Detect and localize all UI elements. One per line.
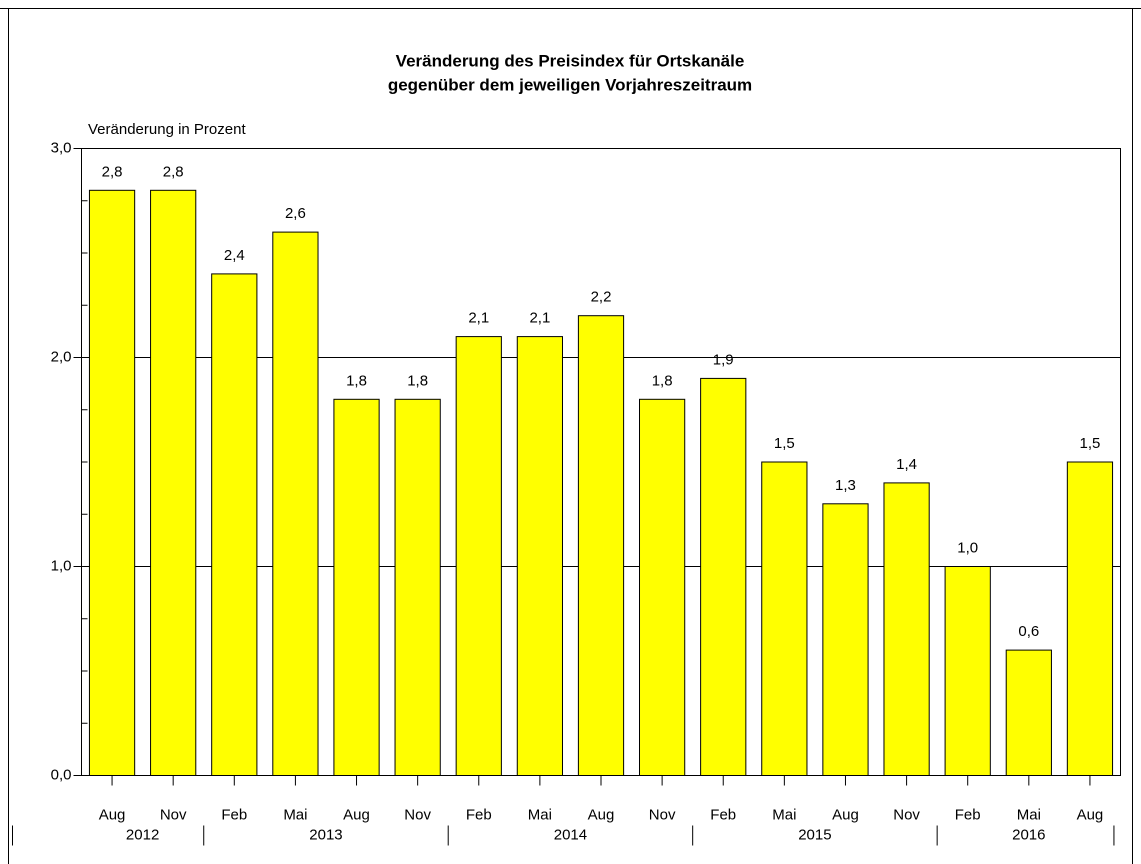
- value-label: 0,6: [1018, 623, 1039, 640]
- bar: [150, 189, 197, 777]
- x-tick-label: Mai: [772, 806, 796, 823]
- x-tick-label: Feb: [466, 806, 492, 823]
- value-label: 1,9: [713, 351, 734, 368]
- x-tick-label: Nov: [160, 806, 187, 823]
- bar: [88, 189, 136, 777]
- x-tick-label: Aug: [588, 806, 615, 823]
- value-label: 1,8: [407, 372, 428, 389]
- x-tick-label: Feb: [221, 806, 247, 823]
- year-label: 2015: [798, 826, 831, 843]
- chart-subtitle: gegenüber dem jeweiligen Vorjahreszeitra…: [388, 75, 752, 94]
- plot-frame: [81, 148, 1121, 776]
- bar: [211, 273, 258, 776]
- frame: [0, 8, 1141, 864]
- x-tick-label: Nov: [404, 806, 431, 823]
- bar: [700, 377, 747, 776]
- value-label: 2,8: [163, 163, 184, 180]
- value-label: 2,4: [224, 247, 245, 264]
- value-label: 1,5: [1080, 435, 1101, 452]
- bar: [1066, 461, 1114, 776]
- bar: [577, 315, 625, 776]
- value-label: 1,4: [896, 456, 917, 473]
- y-tick-label: 1,0: [51, 557, 72, 574]
- x-tick-label: Mai: [283, 806, 307, 823]
- value-label: 1,8: [652, 372, 673, 389]
- x-tick-label: Aug: [343, 806, 370, 823]
- bar: [516, 336, 563, 776]
- x-tick-label: Mai: [1017, 806, 1041, 823]
- y-tick-label: 2,0: [51, 348, 72, 365]
- value-label: 2,1: [529, 310, 550, 327]
- x-tick-label: Aug: [99, 806, 126, 823]
- chart-title: Veränderung des Preisindex für Ortskanäl…: [396, 51, 745, 70]
- bar: [822, 503, 869, 776]
- x-tick-label: Feb: [710, 806, 736, 823]
- bar: [333, 398, 380, 776]
- year-label: 2012: [126, 826, 159, 843]
- x-tick-label: Nov: [649, 806, 676, 823]
- year-label: 2014: [554, 826, 587, 843]
- x-tick-label: Aug: [832, 806, 859, 823]
- year-label: 2013: [309, 826, 342, 843]
- value-label: 2,6: [285, 205, 306, 222]
- bar: [272, 231, 319, 777]
- bar: [761, 461, 808, 776]
- value-label: 2,8: [102, 163, 123, 180]
- year-label: 2016: [1012, 826, 1045, 843]
- value-label: 1,5: [774, 435, 795, 452]
- y-tick-label: 0,0: [51, 766, 72, 783]
- value-label: 2,1: [468, 310, 489, 327]
- bar: [1005, 649, 1052, 776]
- x-tick-label: Feb: [955, 806, 981, 823]
- x-tick-label: Mai: [528, 806, 552, 823]
- bar: [639, 398, 686, 776]
- bar: [944, 566, 991, 776]
- bar: [455, 336, 502, 776]
- bar: [394, 398, 441, 776]
- y-tick-label: 3,0: [51, 139, 72, 156]
- value-label: 1,3: [835, 477, 856, 494]
- value-label: 1,8: [346, 372, 367, 389]
- x-tick-label: Aug: [1077, 806, 1104, 823]
- x-tick-label: Nov: [893, 806, 920, 823]
- value-label: 2,2: [591, 289, 612, 306]
- bar: [883, 482, 930, 776]
- y-axis-label: Veränderung in Prozent: [88, 121, 246, 138]
- value-label: 1,0: [957, 539, 978, 556]
